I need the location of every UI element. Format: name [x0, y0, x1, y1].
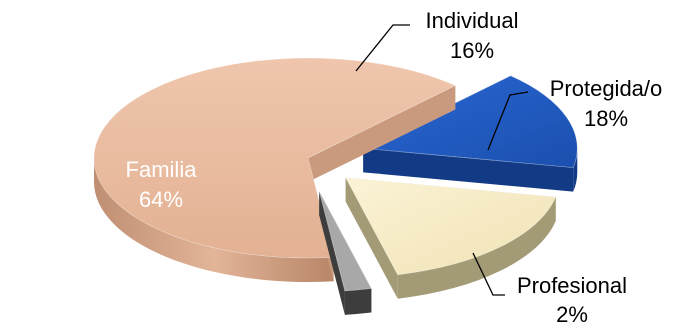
- pie-slice-individual: [361, 75, 578, 192]
- slice-top-familia: [93, 57, 457, 259]
- slice-wall-profesional: [319, 191, 345, 315]
- slice-wall-familia: [308, 85, 456, 182]
- slice-top-profesional: [318, 191, 372, 292]
- slice-label-familia: Familia: [126, 157, 198, 182]
- leader-line-individual: [355, 24, 410, 72]
- slice-value-familia: 64%: [139, 187, 183, 212]
- slice-wall-individual: [363, 148, 574, 192]
- slice-value-protegida: 18%: [584, 106, 628, 131]
- slice-side-familia: [94, 158, 334, 282]
- leader-line-protegida: [487, 91, 529, 151]
- data-labels: Familia 64% Individual 16% Protegida/o 1…: [126, 8, 663, 327]
- pie-slice-protegida: [345, 177, 557, 299]
- slice-label-profesional: Profesional: [517, 273, 627, 298]
- leader-line-profesional: [472, 252, 505, 296]
- slice-side-protegida: [397, 196, 556, 299]
- pie-slice-profesional: [318, 191, 372, 315]
- pie-slices: [93, 57, 578, 315]
- slice-top-protegida: [345, 177, 557, 276]
- slice-top-individual: [361, 75, 578, 169]
- slice-value-individual: 16%: [450, 38, 494, 63]
- slice-label-protegida: Protegida/o: [550, 76, 663, 101]
- leader-lines: [355, 24, 529, 296]
- slice-side-individual: [573, 148, 578, 192]
- slice-value-profesional: 2%: [556, 302, 588, 327]
- slice-wall-protegida: [345, 177, 398, 299]
- slice-label-individual: Individual: [426, 8, 519, 33]
